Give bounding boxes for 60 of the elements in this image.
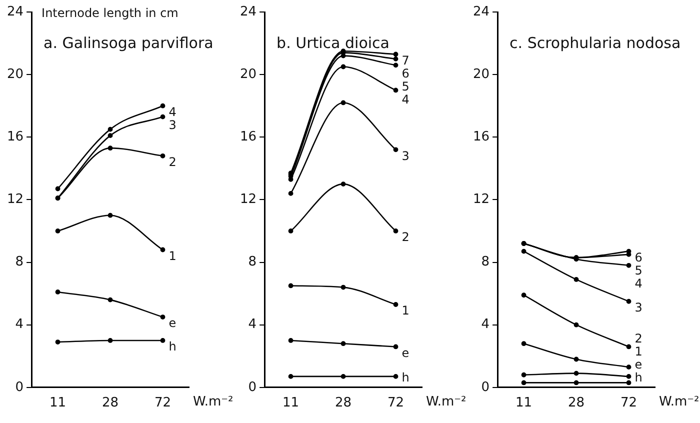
series-label: 2 (402, 230, 410, 244)
series-label: h (168, 340, 176, 354)
series-label: 2 (168, 155, 176, 170)
y-tick-label: 16 (472, 130, 490, 145)
y-tick-label: 24 (6, 4, 24, 20)
x-tick-label: 28 (102, 396, 119, 411)
series-label: e (402, 346, 410, 360)
series-label: 5 (634, 263, 642, 278)
series-label: 6 (402, 66, 410, 80)
series-label: e (634, 358, 642, 372)
y-tick-label: 12 (240, 192, 257, 208)
y-tick-label: 4 (15, 317, 24, 332)
y-axis-title: Internode length in cm (42, 6, 178, 20)
y-tick-label: 0 (481, 380, 490, 395)
series-label: e (168, 316, 176, 330)
series-label: 5 (402, 79, 410, 94)
y-tick-label: 24 (240, 4, 257, 20)
text: c. Scrophularia nodosa (510, 34, 681, 52)
y-tick-label: 20 (6, 66, 24, 82)
x-axis-title: W.m⁻² (193, 394, 234, 410)
series-label: 4 (168, 104, 176, 119)
series-label: 3 (402, 148, 410, 163)
x-tick-label: 72 (620, 396, 638, 411)
x-axis-title: W.m⁻² (426, 394, 466, 410)
y-tick-label: 12 (472, 192, 490, 208)
y-tick-label: 0 (15, 380, 24, 395)
y-tick-label: 16 (6, 130, 24, 145)
x-tick-label: 28 (568, 396, 585, 411)
y-tick-label: 16 (240, 130, 257, 145)
x-tick-label: 28 (335, 396, 352, 411)
x-tick-label: 72 (387, 396, 404, 411)
y-tick-label: 4 (481, 317, 490, 332)
series-label: 3 (168, 118, 176, 132)
series-label: 1 (168, 248, 176, 263)
series-label: 4 (402, 92, 410, 106)
x-axis-title: W.m⁻² (659, 394, 700, 410)
x-tick-label: 11 (50, 396, 66, 411)
y-tick-label: 8 (248, 254, 257, 270)
y-tick-label: 8 (15, 254, 24, 270)
y-tick-label: 12 (6, 192, 24, 208)
series-label: 1 (402, 304, 410, 318)
series-label: 1 (634, 344, 642, 359)
series-label: h (402, 370, 410, 385)
x-tick-label: 11 (516, 396, 532, 411)
x-tick-label: 72 (154, 396, 172, 411)
y-tick-label: 0 (248, 380, 257, 395)
y-tick-label: 20 (240, 66, 257, 82)
series-label: 6 (634, 250, 642, 264)
text: a. Galinsoga parviflora (44, 34, 214, 52)
series-label: h (634, 370, 642, 385)
series-label: 4 (634, 276, 642, 290)
y-tick-label: 20 (472, 66, 490, 82)
series-label: 7 (402, 53, 410, 68)
y-tick-label: 4 (248, 317, 257, 332)
x-tick-label: 11 (282, 396, 300, 411)
y-tick-label: 8 (481, 254, 490, 270)
series-label: 2 (634, 332, 642, 346)
y-tick-label: 24 (472, 4, 490, 20)
series-label: 3 (634, 300, 642, 314)
text: b. Urtica dioica (276, 34, 390, 52)
